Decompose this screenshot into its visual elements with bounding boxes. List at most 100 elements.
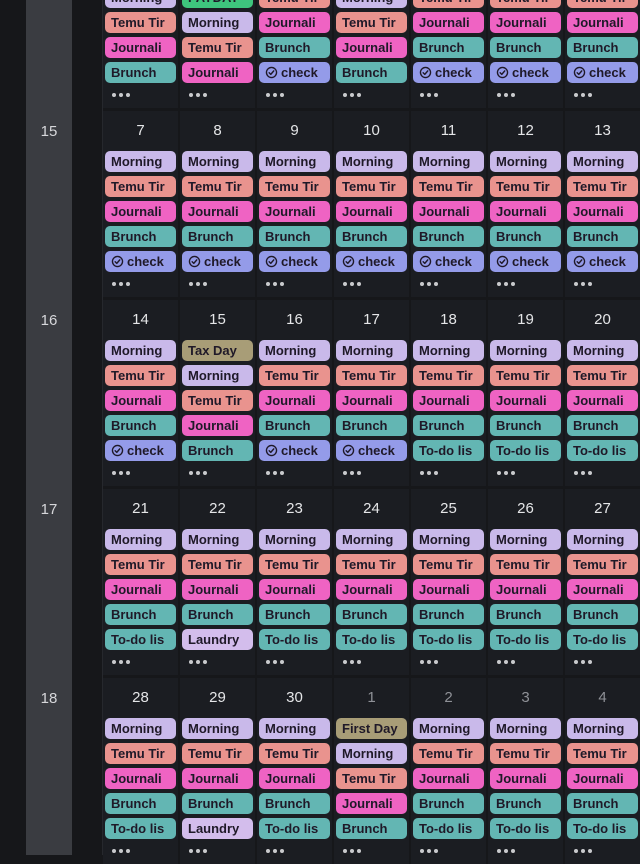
day-cell[interactable]: 24 Morning Temu Tir Journali Brunch To-do lis [334, 489, 409, 675]
event-pill-journal[interactable]: Journali [413, 768, 484, 789]
more-events-indicator[interactable] [189, 93, 207, 97]
event-pill-morning[interactable]: Morning [336, 151, 407, 172]
event-pill-temu[interactable]: Temu Tir [259, 365, 330, 386]
event-pill-brunch[interactable]: Brunch [182, 226, 253, 247]
event-pill-brunch[interactable]: Brunch [336, 415, 407, 436]
event-pill-brunch[interactable]: Brunch [182, 440, 253, 461]
event-pill-todo[interactable]: To-do lis [105, 629, 176, 650]
event-pill-journal[interactable]: Journali [182, 415, 253, 436]
event-pill-morning[interactable]: Morning [259, 529, 330, 550]
event-pill-temu[interactable]: Temu Tir [259, 554, 330, 575]
event-pill-temu[interactable]: Temu Tir [336, 12, 407, 33]
day-cell[interactable]: Temu Tir Journali Brunch check [488, 0, 563, 108]
more-events-indicator[interactable] [343, 660, 361, 664]
day-cell[interactable]: 18 Morning Temu Tir Journali Brunch To-do lis [411, 300, 486, 486]
event-pill-journal[interactable]: Journali [105, 768, 176, 789]
day-cell[interactable]: Temu Tir Journali Brunch check [257, 0, 332, 108]
day-cell[interactable]: 29 Morning Temu Tir Journali Brunch Laundry [180, 678, 255, 864]
more-events-indicator[interactable] [497, 660, 515, 664]
event-pill-check[interactable]: check [413, 251, 484, 272]
day-cell[interactable]: 7 Morning Temu Tir Journali Brunch check [103, 111, 178, 297]
event-pill-brunch[interactable]: Brunch [259, 793, 330, 814]
event-pill-brunch[interactable]: Brunch [413, 415, 484, 436]
event-pill-temu[interactable]: Temu Tir [336, 176, 407, 197]
more-events-indicator[interactable] [574, 849, 592, 853]
event-pill-temu[interactable]: Temu Tir [336, 768, 407, 789]
event-pill-temu[interactable]: Temu Tir [182, 176, 253, 197]
more-events-indicator[interactable] [112, 93, 130, 97]
event-pill-temu[interactable]: Temu Tir [567, 743, 638, 764]
event-pill-temu[interactable]: Temu Tir [105, 554, 176, 575]
more-events-indicator[interactable] [497, 93, 515, 97]
event-pill-morning[interactable]: Morning [182, 151, 253, 172]
event-pill-journal[interactable]: Journali [490, 768, 561, 789]
event-pill-temu[interactable]: Temu Tir [413, 176, 484, 197]
event-pill-check[interactable]: check [336, 251, 407, 272]
more-events-indicator[interactable] [343, 471, 361, 475]
more-events-indicator[interactable] [112, 282, 130, 286]
event-pill-brunch[interactable]: Brunch [336, 226, 407, 247]
event-pill-temu[interactable]: Temu Tir [105, 365, 176, 386]
day-cell[interactable]: 27 Morning Temu Tir Journali Brunch To-do lis [565, 489, 640, 675]
event-pill-journal[interactable]: Journali [105, 579, 176, 600]
event-pill-morning[interactable]: Morning [490, 340, 561, 361]
event-pill-journal[interactable]: Journali [182, 768, 253, 789]
event-pill-temu[interactable]: Temu Tir [490, 0, 561, 8]
event-pill-brunch[interactable]: Brunch [413, 604, 484, 625]
event-pill-temu[interactable]: Temu Tir [182, 554, 253, 575]
more-events-indicator[interactable] [574, 471, 592, 475]
event-pill-todo[interactable]: To-do lis [413, 818, 484, 839]
event-pill-brunch[interactable]: Brunch [490, 415, 561, 436]
day-cell[interactable]: 19 Morning Temu Tir Journali Brunch To-do lis [488, 300, 563, 486]
more-events-indicator[interactable] [497, 849, 515, 853]
day-cell[interactable]: Temu Tir Journali Brunch check [411, 0, 486, 108]
event-pill-journal[interactable]: Journali [567, 390, 638, 411]
more-events-indicator[interactable] [420, 660, 438, 664]
event-pill-todo[interactable]: To-do lis [413, 440, 484, 461]
event-pill-journal[interactable]: Journali [413, 390, 484, 411]
event-pill-laundry[interactable]: Laundry [182, 818, 253, 839]
event-pill-journal[interactable]: Journali [336, 579, 407, 600]
event-pill-journal[interactable]: Journali [413, 201, 484, 222]
event-pill-journal[interactable]: Journali [105, 37, 176, 58]
event-pill-brunch[interactable]: Brunch [413, 226, 484, 247]
day-cell[interactable]: 12 Morning Temu Tir Journali Brunch check [488, 111, 563, 297]
more-events-indicator[interactable] [420, 471, 438, 475]
more-events-indicator[interactable] [574, 660, 592, 664]
event-pill-brunch[interactable]: Brunch [105, 793, 176, 814]
event-pill-morning[interactable]: Morning [413, 529, 484, 550]
event-pill-temu[interactable]: Temu Tir [105, 176, 176, 197]
event-pill-check[interactable]: check [490, 251, 561, 272]
event-pill-journal[interactable]: Journali [105, 201, 176, 222]
event-pill-brunch[interactable]: Brunch [182, 604, 253, 625]
day-cell[interactable]: 23 Morning Temu Tir Journali Brunch To-do lis [257, 489, 332, 675]
event-pill-journal[interactable]: Journali [567, 768, 638, 789]
day-cell[interactable]: 8 Morning Temu Tir Journali Brunch check [180, 111, 255, 297]
event-pill-todo[interactable]: To-do lis [567, 629, 638, 650]
event-pill-morning[interactable]: Morning [490, 718, 561, 739]
event-pill-payday[interactable]: PAYDAY [182, 0, 253, 8]
day-cell[interactable]: 11 Morning Temu Tir Journali Brunch check [411, 111, 486, 297]
more-events-indicator[interactable] [420, 93, 438, 97]
event-pill-morning[interactable]: Morning [182, 12, 253, 33]
event-pill-temu[interactable]: Temu Tir [413, 554, 484, 575]
event-pill-brunch[interactable]: Brunch [259, 37, 330, 58]
event-pill-temu[interactable]: Temu Tir [259, 176, 330, 197]
event-pill-journal[interactable]: Journali [336, 793, 407, 814]
event-pill-brunch[interactable]: Brunch [490, 793, 561, 814]
event-pill-brunch[interactable]: Brunch [567, 226, 638, 247]
event-pill-morning[interactable]: Morning [105, 0, 176, 8]
more-events-indicator[interactable] [420, 849, 438, 853]
event-pill-brunch[interactable]: Brunch [182, 793, 253, 814]
event-pill-temu[interactable]: Temu Tir [490, 176, 561, 197]
event-pill-check[interactable]: check [105, 440, 176, 461]
day-cell[interactable]: Temu Tir Journali Brunch check [565, 0, 640, 108]
event-pill-brunch[interactable]: Brunch [336, 604, 407, 625]
event-pill-journal[interactable]: Journali [490, 390, 561, 411]
event-pill-check[interactable]: check [259, 440, 330, 461]
event-pill-todo[interactable]: To-do lis [413, 629, 484, 650]
event-pill-brunch[interactable]: Brunch [336, 818, 407, 839]
event-pill-brunch[interactable]: Brunch [490, 37, 561, 58]
event-pill-morning[interactable]: Morning [490, 529, 561, 550]
event-pill-brunch[interactable]: Brunch [413, 37, 484, 58]
